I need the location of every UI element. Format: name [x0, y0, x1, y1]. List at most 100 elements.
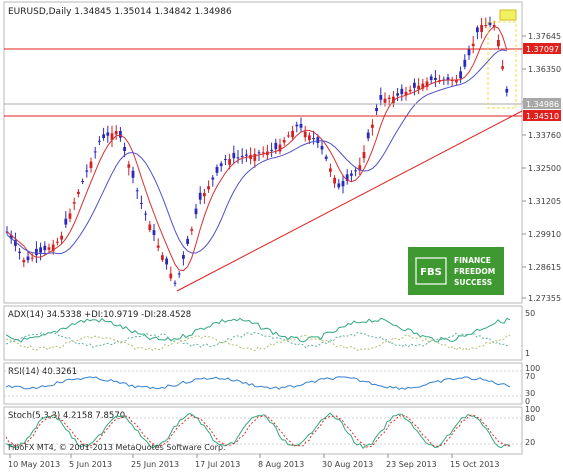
- candle-body: [43, 245, 47, 251]
- candle-body: [245, 154, 248, 156]
- candle-body: [455, 80, 458, 83]
- candle-body: [161, 255, 164, 260]
- candle-body: [98, 140, 101, 142]
- candle-body: [459, 71, 462, 79]
- trendline[interactable]: [176, 110, 523, 292]
- candle-body: [131, 170, 135, 178]
- fib-annotation-box[interactable]: [487, 21, 517, 109]
- candle-body: [190, 229, 194, 231]
- candle-body: [93, 151, 97, 153]
- candle-body: [123, 147, 126, 151]
- candle-body: [30, 257, 34, 259]
- candle-body: [484, 25, 488, 26]
- candle-body: [144, 213, 147, 215]
- candle-body: [253, 154, 257, 161]
- candle-body: [413, 82, 416, 88]
- candle-body: [404, 92, 408, 96]
- price-label-box: [523, 110, 561, 121]
- candle-body: [446, 77, 450, 80]
- candle-body: [26, 256, 30, 261]
- candle-body: [56, 241, 59, 243]
- date-label: 10 May 2013: [8, 460, 60, 469]
- rsi-scale-70: 70: [525, 372, 535, 381]
- candle-body: [211, 177, 215, 180]
- candle-body: [119, 130, 122, 138]
- candle-body: [177, 273, 181, 275]
- candle-body: [278, 144, 282, 152]
- candle-body: [261, 152, 265, 154]
- candle-body: [350, 173, 353, 176]
- price-tick-label: 1.33760: [528, 131, 561, 140]
- candle-body: [400, 88, 404, 95]
- candle-body: [358, 165, 362, 171]
- candle-body: [114, 131, 118, 135]
- candle-body: [47, 247, 51, 250]
- candle-body: [39, 247, 42, 253]
- candle-body: [379, 95, 383, 100]
- adx-title: ADX(14) 34.5338 +DI:10.9719 -DI:28.4528: [8, 310, 191, 320]
- candle-body: [182, 255, 185, 259]
- candle-body: [303, 131, 307, 138]
- svg-text:FINANCE: FINANCE: [454, 256, 491, 265]
- candle-body: [186, 238, 189, 244]
- candle-body: [22, 259, 26, 263]
- candle-body: [299, 123, 303, 128]
- candle-body: [320, 146, 324, 150]
- candle-body: [60, 235, 63, 240]
- candle-body: [173, 282, 177, 284]
- candle-body: [135, 190, 139, 192]
- rsi-scale-30: 30: [525, 389, 535, 398]
- price-label-text: 1.34986: [526, 100, 559, 109]
- adx-line: [5, 317, 511, 343]
- candle-body: [270, 149, 273, 151]
- date-label: 30 Aug 2013: [322, 460, 373, 469]
- price-tick-label: 1.32500: [528, 164, 561, 173]
- candle-body: [89, 161, 93, 168]
- candle-body: [165, 258, 168, 265]
- rsi-pane[interactable]: [3, 362, 523, 405]
- price-tick-label: 1.29910: [528, 230, 561, 239]
- price-label-box: [523, 98, 561, 109]
- candle-body: [417, 85, 420, 90]
- candle-body: [219, 163, 223, 167]
- candle-body: [106, 132, 110, 136]
- candle-body: [194, 208, 198, 215]
- candle-body: [282, 140, 286, 143]
- candle-body: [354, 170, 357, 172]
- candle-body: [488, 22, 492, 25]
- date-label: 5 Jun 2013: [69, 460, 112, 469]
- candle-body: [345, 174, 349, 181]
- plus-di-line: [5, 331, 511, 349]
- candle-body: [18, 251, 21, 253]
- candle-body: [501, 66, 504, 69]
- candle-body: [152, 230, 156, 235]
- copyright-text: FiboFX MT4, © 2001-2013 MetaQuotes Softw…: [8, 443, 226, 452]
- candle-body: [429, 76, 433, 80]
- candle-body: [295, 124, 299, 127]
- candle-body: [425, 81, 429, 87]
- candle-body: [198, 192, 202, 200]
- rsi-scale-0: 0: [525, 397, 530, 406]
- rsi-title: RSI(14) 40.3261: [8, 367, 77, 377]
- adx-pane[interactable]: [3, 305, 523, 361]
- ma-slow-line: [6, 49, 507, 255]
- candle-body: [324, 156, 328, 159]
- candle-body: [329, 168, 332, 172]
- svg-text:FREEDOM: FREEDOM: [454, 267, 495, 276]
- minus-di-line: [5, 334, 511, 352]
- candle-body: [274, 142, 278, 150]
- candle-body: [207, 186, 210, 190]
- svg-text:SUCCESS: SUCCESS: [454, 278, 492, 287]
- candle-body: [203, 192, 206, 197]
- candle-body: [228, 159, 231, 165]
- candle-body: [471, 43, 475, 47]
- candle-body: [308, 135, 311, 140]
- candle-body: [215, 166, 219, 173]
- candle-body: [51, 244, 55, 252]
- candle-body: [476, 27, 479, 33]
- candle-body: [127, 164, 131, 168]
- candle-body: [148, 224, 152, 231]
- candle-body: [236, 157, 240, 159]
- candle-body: [316, 137, 320, 143]
